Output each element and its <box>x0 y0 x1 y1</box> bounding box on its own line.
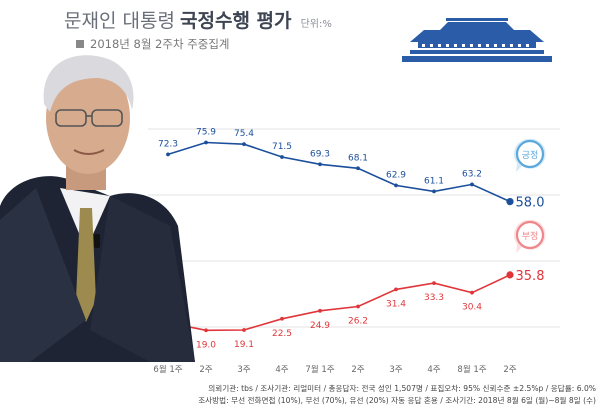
data-point <box>318 162 322 167</box>
x-tick-label: 4주 <box>427 365 440 375</box>
portrait-hair <box>43 55 134 112</box>
x-tick-label: 6월 1주 <box>153 364 182 375</box>
portrait-illustration <box>0 55 195 362</box>
legend-negative-text: 부정 <box>522 231 539 242</box>
data-points <box>166 140 514 333</box>
data-label: 61.1 <box>424 176 444 186</box>
data-point <box>280 155 284 159</box>
series-line-positive <box>167 141 511 203</box>
portrait-lapel-left <box>0 188 86 362</box>
legend-positive-text: 긍정 <box>522 150 539 161</box>
data-label: 26.2 <box>348 317 368 327</box>
footer: 의뢰기관: tbs / 조사기관: 리얼미터 / 총응답자: 전국 성인 1,5… <box>40 383 596 407</box>
data-point <box>470 290 474 295</box>
data-point <box>506 271 514 279</box>
data-point <box>242 142 246 147</box>
data-label: 35.8 <box>516 269 545 284</box>
portrait-lapel-right <box>90 196 195 362</box>
data-point <box>356 304 360 309</box>
x-tick-label: 8월 1주 <box>457 364 486 375</box>
data-point <box>506 198 514 206</box>
grid <box>148 128 560 328</box>
data-label: 69.3 <box>310 149 330 159</box>
footer-line-1: 의뢰기관: tbs / 조사기관: 리얼미터 / 총응답자: 전국 성인 1,5… <box>208 384 596 393</box>
data-label: 19.0 <box>196 340 216 350</box>
legend-negative: 부정 <box>513 219 546 253</box>
x-tick-label: 4주 <box>275 365 288 375</box>
data-point <box>470 182 474 187</box>
data-label: 75.9 <box>196 128 216 138</box>
portrait-face <box>46 62 130 174</box>
legend-positive: 긍정 <box>513 138 546 172</box>
data-label: 31.4 <box>386 299 406 309</box>
legend-positive-circle <box>515 139 545 169</box>
data-point <box>394 183 398 188</box>
data-point <box>166 152 170 157</box>
data-point <box>356 166 360 171</box>
data-point <box>280 316 284 321</box>
data-label: 68.1 <box>348 153 368 163</box>
data-point <box>204 328 208 333</box>
data-label: 30.4 <box>462 303 482 313</box>
subtitle: 2018년 8월 2주차 주중집계 <box>76 36 230 52</box>
x-tick-labels: 6월 1주 2주 3주 4주 7월 1주 2주 3주 4주 8월 1주 2주 <box>153 364 516 375</box>
x-tick-label: 3주 <box>389 365 402 375</box>
series-line-negative <box>167 274 511 332</box>
title-bold: 국정수행 평가 <box>180 10 292 32</box>
data-label: 72.3 <box>158 139 178 149</box>
data-label: 62.9 <box>386 170 406 180</box>
data-point <box>242 328 246 332</box>
data-point <box>394 287 398 292</box>
data-label: 71.5 <box>272 142 292 152</box>
data-point <box>204 140 208 145</box>
data-label: 24.9 <box>310 321 330 331</box>
data-label: 19.1 <box>234 340 254 350</box>
data-label: 22.5 <box>272 329 292 339</box>
subtitle-square-icon <box>76 39 84 48</box>
portrait-mouth <box>73 149 105 155</box>
x-tick-label: 7월 1주 <box>305 364 334 375</box>
data-label: 63.2 <box>462 169 482 179</box>
portrait-glasses-right <box>91 109 123 127</box>
portrait-tie <box>76 208 96 322</box>
chart-title: 문재인 대통령 국정수행 평가 단위:% <box>64 6 332 33</box>
data-point <box>432 189 436 194</box>
series-lines <box>167 141 511 332</box>
legend-negative-circle <box>515 220 545 250</box>
subtitle-text: 2018년 8월 2주차 주중집계 <box>90 37 230 51</box>
portrait-mic <box>94 234 100 248</box>
data-labels: 72.3 75.9 75.4 71.5 69.3 68.1 62.9 61.1 63.2 58.0… <box>158 128 545 351</box>
data-label: 75.4 <box>234 129 254 139</box>
unit-label: 단위:% <box>300 19 332 30</box>
data-point <box>318 308 322 313</box>
x-tick-label: 2주 <box>351 365 364 375</box>
data-point <box>432 281 436 286</box>
blue-house-icon <box>402 18 552 62</box>
title-light: 문재인 대통령 <box>64 10 175 32</box>
x-tick-label: 2주 <box>199 365 212 375</box>
data-label: 58.0 <box>516 196 545 211</box>
x-tick-label: 2주 <box>503 365 516 375</box>
footer-line-2: 조사방법: 무선 전화면접 (10%), 무선 (70%), 유선 (20%) … <box>198 396 596 405</box>
x-tick-label: 3주 <box>237 365 250 375</box>
portrait-glasses-left <box>55 109 87 127</box>
data-label: 33.3 <box>424 293 444 303</box>
blue-house-windows-icon <box>422 44 529 47</box>
